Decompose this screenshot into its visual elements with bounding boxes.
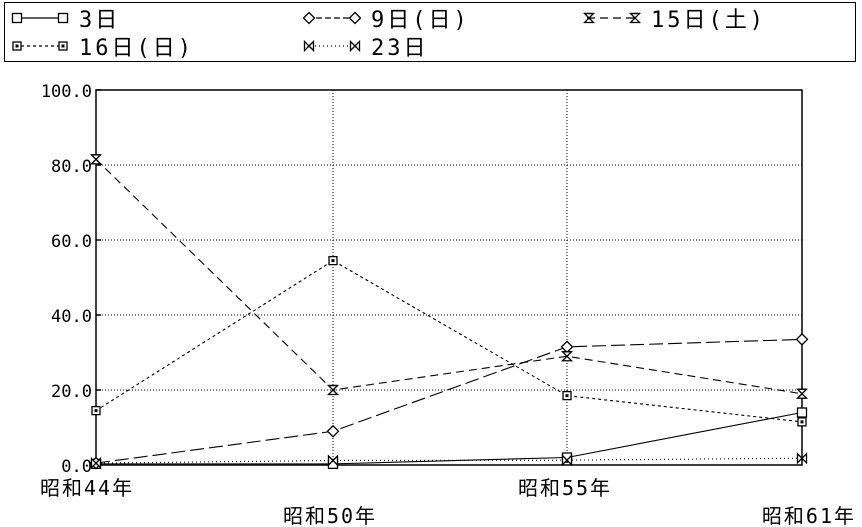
legend-marker xyxy=(303,11,316,25)
plot-frame xyxy=(95,89,803,466)
y-tick-label: 20.0 xyxy=(51,382,92,402)
data-point-series-4 xyxy=(797,417,807,427)
legend-marker xyxy=(348,11,362,25)
series-line-3 xyxy=(95,158,803,395)
legend-marker xyxy=(583,12,596,24)
data-point-series-4 xyxy=(91,405,101,416)
x-tick-label: 昭和61年 xyxy=(762,504,856,527)
legend-marker xyxy=(12,41,22,51)
series-line-5 xyxy=(95,457,803,464)
series-line-4 xyxy=(95,259,803,423)
legend-item-15: 15日(土) xyxy=(583,5,766,33)
legend-marker xyxy=(628,12,642,24)
data-point-series-3 xyxy=(560,351,574,362)
data-point-series-3 xyxy=(795,388,809,399)
data-point-series-2 xyxy=(560,340,574,354)
data-point-series-5 xyxy=(796,452,808,465)
series-line-1 xyxy=(96,411,803,465)
legend-item-23: 23日 xyxy=(303,33,429,61)
legend-item-3: 3日 xyxy=(11,5,121,33)
data-point-series-5 xyxy=(561,454,573,467)
y-tick-label: 0.0 xyxy=(61,457,92,477)
legend-item-16: 16日(日) xyxy=(11,33,194,61)
data-point-series-4 xyxy=(328,255,338,266)
legend-label-16: 16日(日) xyxy=(79,36,194,61)
data-point-series-3 xyxy=(326,384,340,396)
data-point-series-3 xyxy=(89,154,103,165)
legend-marker xyxy=(58,41,68,51)
x-tick-label: 昭和44年 xyxy=(40,476,134,500)
legend-item-9: 9日(日) xyxy=(303,5,470,33)
data-point-series-1 xyxy=(796,407,808,418)
legend-line-3 xyxy=(11,12,69,24)
legend-line-16 xyxy=(12,41,68,51)
x-tick-label: 昭和50年 xyxy=(283,504,377,527)
legend-label-15: 15日(土) xyxy=(651,8,766,33)
legend-marker xyxy=(303,39,315,53)
data-point-series-4 xyxy=(562,390,572,401)
legend-label-23: 23日 xyxy=(371,36,429,61)
legend-line-15 xyxy=(583,12,642,24)
data-point-series-2 xyxy=(795,332,809,346)
legend-line-9 xyxy=(303,11,362,25)
x-tick-label: 昭和55年 xyxy=(518,476,612,500)
y-tick-label: 80.0 xyxy=(51,157,92,177)
legend-label-3: 3日 xyxy=(79,8,121,33)
data-point-series-5 xyxy=(327,454,339,467)
legend-marker xyxy=(11,12,23,24)
y-tick-label: 60.0 xyxy=(51,232,92,252)
y-tick-label: 40.0 xyxy=(51,307,92,327)
series-line-2 xyxy=(95,338,803,464)
legend-marker xyxy=(57,12,69,24)
legend-marker xyxy=(349,39,361,53)
legend: 3日 9日(日) 15日(土) 16日(日) 23日 xyxy=(4,2,856,62)
data-point-series-2 xyxy=(326,424,340,438)
data-point-series-5 xyxy=(90,457,102,470)
y-tick-label: 100.0 xyxy=(41,82,92,102)
legend-label-9: 9日(日) xyxy=(371,8,470,33)
legend-line-23 xyxy=(303,39,361,53)
